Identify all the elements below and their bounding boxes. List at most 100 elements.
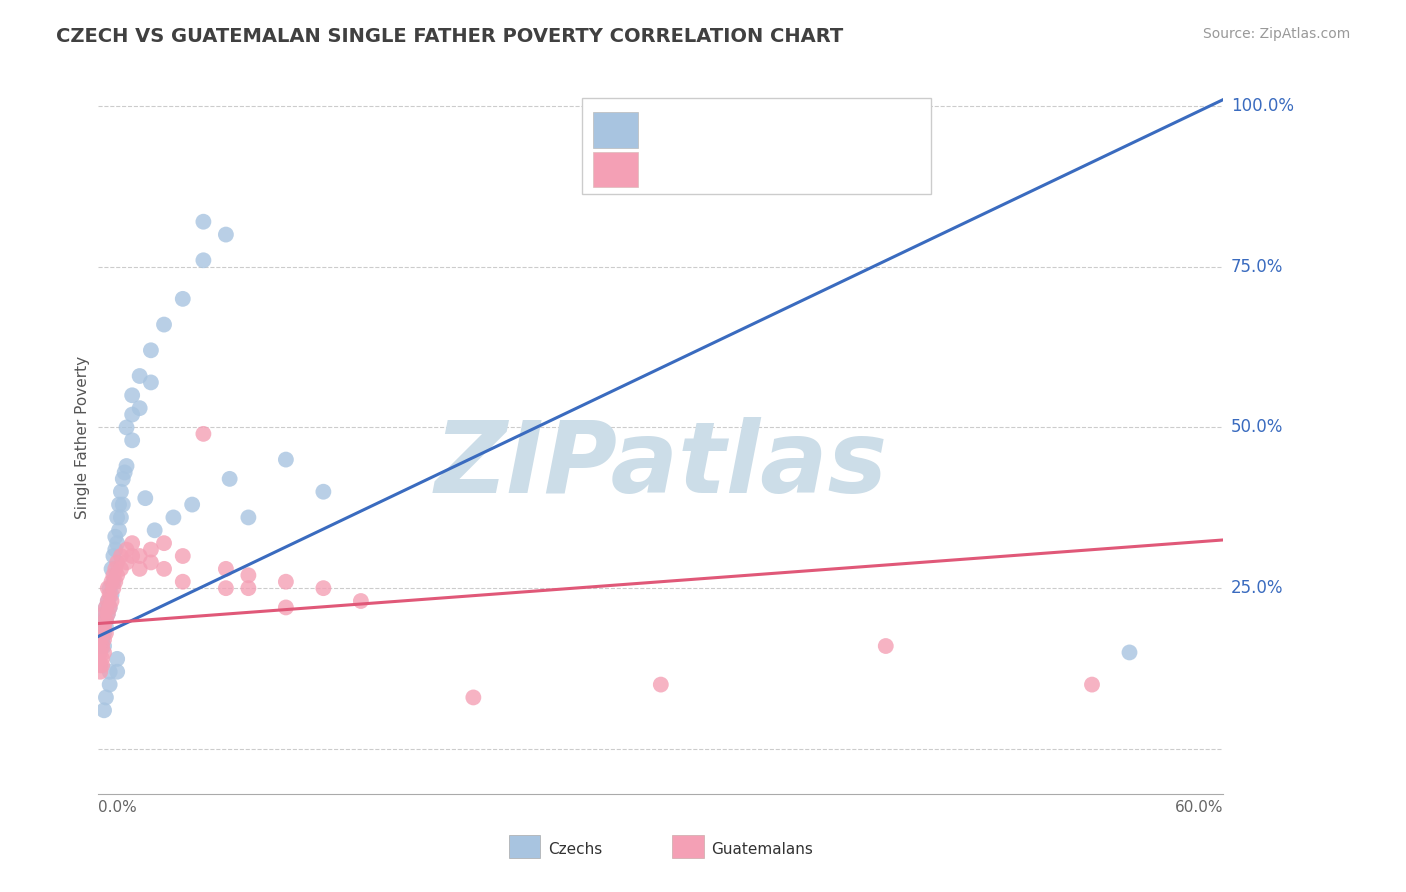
Point: [105, 665, 128, 679]
Point: [91, 652, 114, 666]
Point: [100, 588, 122, 602]
Text: Guatemalans: Guatemalans: [711, 842, 813, 857]
Point: [98, 581, 121, 595]
Point: [115, 458, 138, 473]
Text: 0.0%: 0.0%: [98, 800, 138, 815]
Point: [238, 510, 260, 524]
Point: [89, 658, 111, 673]
Text: Czechs: Czechs: [548, 842, 603, 857]
Point: [97, 594, 120, 608]
Point: [103, 574, 125, 589]
Text: 60.0%: 60.0%: [1175, 800, 1223, 815]
Point: [93, 626, 115, 640]
Point: [91, 620, 114, 634]
Point: [110, 484, 132, 499]
Point: [97, 607, 120, 621]
Point: [215, 562, 238, 576]
Point: [94, 600, 117, 615]
Point: [110, 549, 132, 563]
Point: [108, 524, 131, 538]
Point: [121, 549, 143, 563]
Point: [111, 498, 134, 512]
Point: [128, 562, 150, 576]
Point: [91, 658, 114, 673]
FancyBboxPatch shape: [582, 98, 931, 194]
Point: [104, 574, 127, 589]
Point: [108, 498, 131, 512]
Point: [274, 600, 297, 615]
Point: [98, 677, 121, 691]
Text: ZIPatlas: ZIPatlas: [434, 417, 887, 514]
Text: 50.0%: 50.0%: [1230, 418, 1284, 436]
FancyBboxPatch shape: [593, 112, 638, 148]
Point: [218, 472, 240, 486]
Point: [89, 639, 111, 653]
Point: [91, 626, 114, 640]
Point: [105, 536, 128, 550]
Text: 75.0%: 75.0%: [1230, 258, 1284, 276]
Point: [97, 594, 120, 608]
Y-axis label: Single Father Poverty: Single Father Poverty: [75, 356, 90, 518]
Point: [238, 581, 260, 595]
Point: [134, 491, 156, 505]
Point: [104, 562, 127, 576]
Text: R = 0.521   N = 61: R = 0.521 N = 61: [655, 121, 839, 139]
Point: [1081, 677, 1104, 691]
Point: [110, 562, 132, 576]
Point: [193, 426, 215, 441]
Point: [153, 318, 176, 332]
Text: CZECH VS GUATEMALAN SINGLE FATHER POVERTY CORRELATION CHART: CZECH VS GUATEMALAN SINGLE FATHER POVERT…: [56, 27, 844, 45]
Point: [93, 703, 115, 717]
Point: [115, 556, 138, 570]
Point: [238, 568, 260, 582]
Point: [350, 594, 373, 608]
Point: [100, 594, 122, 608]
Point: [103, 549, 125, 563]
FancyBboxPatch shape: [509, 835, 540, 858]
Point: [94, 613, 117, 627]
Point: [143, 524, 166, 538]
Point: [94, 626, 117, 640]
Point: [94, 600, 117, 615]
Point: [650, 677, 672, 691]
Point: [93, 620, 115, 634]
Point: [875, 639, 897, 653]
Point: [103, 568, 125, 582]
Point: [128, 369, 150, 384]
Point: [121, 536, 143, 550]
Point: [215, 581, 238, 595]
Point: [215, 227, 238, 242]
Point: [105, 652, 128, 666]
Point: [139, 376, 162, 390]
Point: [98, 600, 121, 615]
Point: [153, 562, 176, 576]
FancyBboxPatch shape: [593, 152, 638, 187]
Point: [93, 639, 115, 653]
Point: [104, 530, 127, 544]
Point: [139, 343, 162, 358]
Point: [312, 581, 335, 595]
Point: [105, 510, 128, 524]
Point: [89, 626, 111, 640]
FancyBboxPatch shape: [672, 835, 703, 858]
Point: [274, 574, 297, 589]
Point: [139, 556, 162, 570]
Point: [172, 549, 194, 563]
Point: [89, 632, 111, 647]
Point: [153, 536, 176, 550]
Point: [193, 253, 215, 268]
Point: [115, 420, 138, 434]
Point: [111, 472, 134, 486]
Point: [115, 542, 138, 557]
Point: [121, 388, 143, 402]
Point: [463, 690, 485, 705]
Point: [93, 607, 115, 621]
Point: [139, 542, 162, 557]
Point: [100, 562, 122, 576]
Point: [128, 401, 150, 416]
Point: [89, 665, 111, 679]
Point: [193, 215, 215, 229]
Point: [100, 574, 122, 589]
Point: [114, 466, 136, 480]
Point: [172, 292, 194, 306]
